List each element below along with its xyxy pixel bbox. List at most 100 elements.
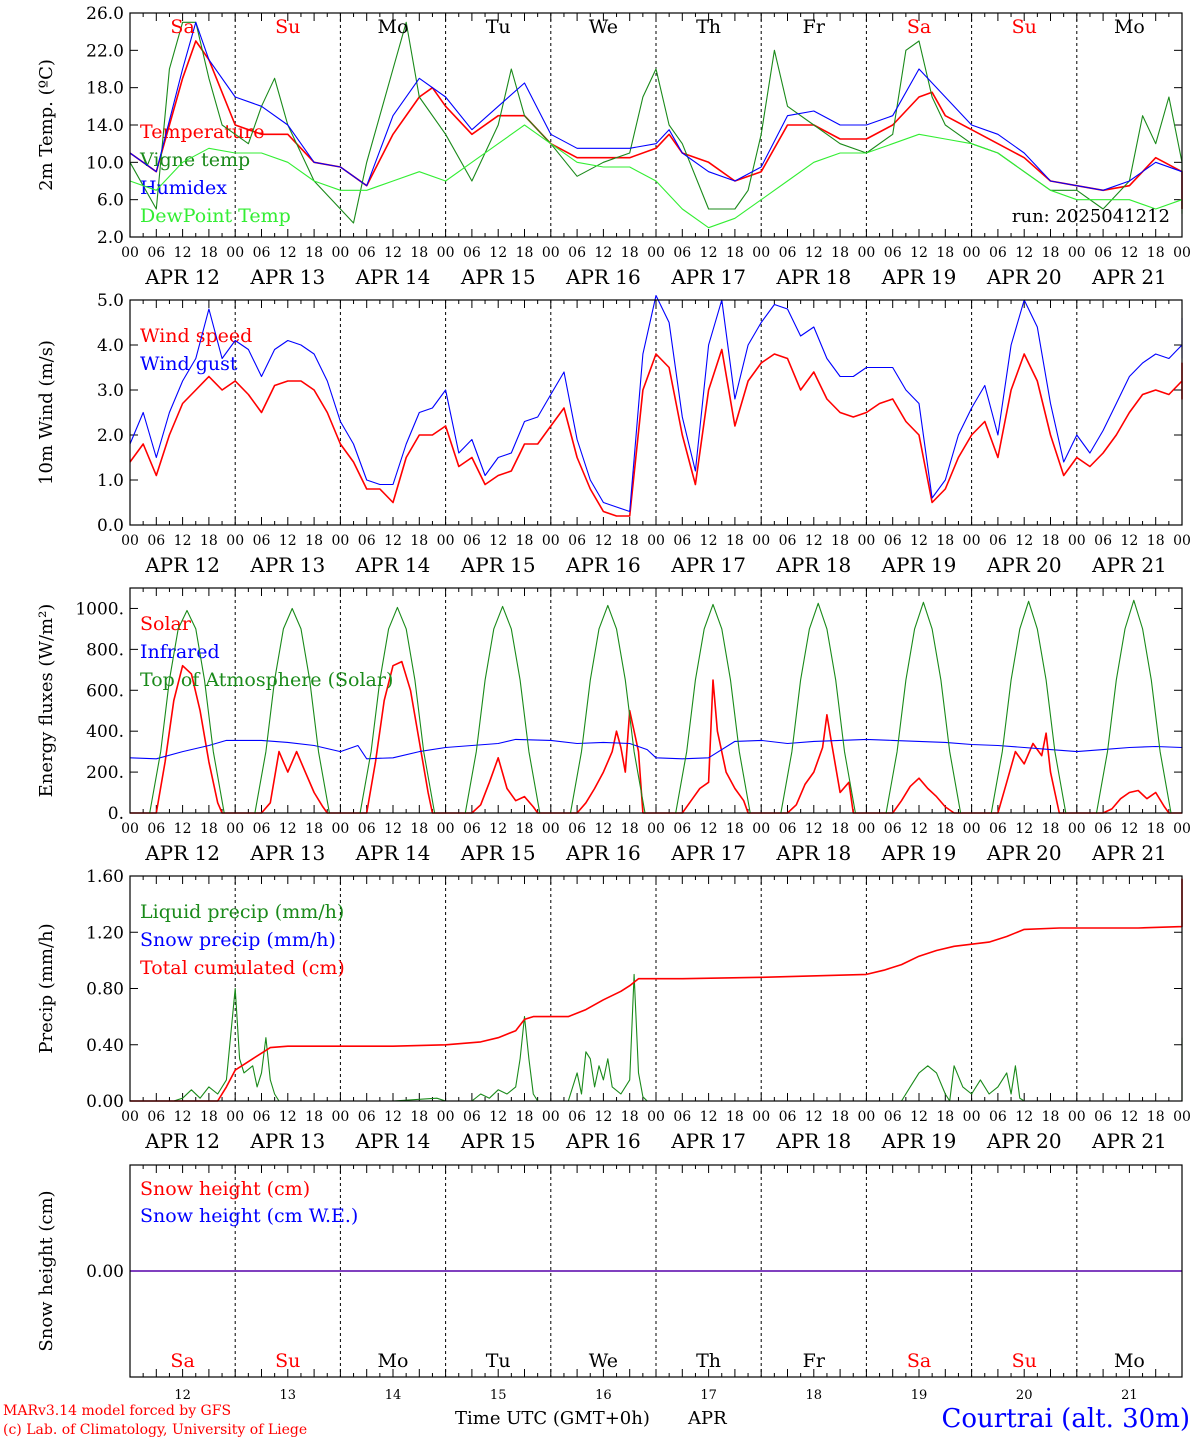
hour-tick-label: 06: [884, 1109, 902, 1125]
date-label: APR 19: [881, 265, 957, 289]
hour-tick-label: 00: [437, 245, 455, 261]
hour-tick-label: 12: [910, 533, 928, 549]
hour-tick-label: 18: [936, 533, 954, 549]
hour-tick-label: 00: [121, 245, 139, 261]
date-label: APR 19: [881, 553, 957, 577]
hour-tick-label: 18: [1147, 821, 1165, 837]
hour-tick-label: 06: [147, 245, 165, 261]
date-label: APR 21: [1091, 841, 1167, 865]
hour-tick-label: 12: [594, 245, 612, 261]
hour-tick-label: 18: [831, 245, 849, 261]
date-label: APR 21: [1091, 1129, 1167, 1153]
y-axis-label: Energy fluxes (W/m²): [36, 604, 57, 798]
plot-frame: [129, 875, 1183, 1102]
hour-tick-label: 18: [305, 821, 323, 837]
hour-tick-label: 12: [279, 245, 297, 261]
series-line-vigne-temp: [129, 21, 1183, 224]
hour-tick-label: 12: [594, 1109, 612, 1125]
plot-frame: [129, 1164, 1183, 1378]
hour-tick-label: 12: [1120, 1109, 1138, 1125]
hour-tick-label: 18: [621, 245, 639, 261]
y-tick-label: 14.0: [86, 116, 124, 136]
date-label: APR 15: [460, 265, 536, 289]
hour-tick-label: 00: [857, 533, 875, 549]
hour-tick-label: 06: [779, 533, 797, 549]
hour-tick-label: 18: [1042, 533, 1060, 549]
y-tick-label: 400.: [86, 722, 124, 742]
weekday-label: Sa: [170, 16, 194, 38]
y-tick-label: 4.0: [97, 336, 124, 356]
hour-tick-label: 18: [1042, 821, 1060, 837]
hour-tick-label: 06: [779, 245, 797, 261]
hour-tick-label: 06: [463, 1109, 481, 1125]
date-label: APR 15: [460, 553, 536, 577]
y-tick-label: 800.: [86, 640, 124, 660]
panel-2: 0.0 1.0 2.0 3.0 4.0 5.0 10m Wind (m/s) Wind spe…: [36, 291, 1191, 577]
hour-tick-label: 18: [726, 245, 744, 261]
day-number-label: 20: [1016, 1388, 1033, 1403]
hour-tick-label: 06: [673, 533, 691, 549]
plot-frame: [129, 587, 1183, 814]
legend-entry: Top of Atmosphere (Solar): [140, 669, 393, 691]
legend-entry: Total cumulated (cm): [140, 957, 345, 979]
date-label: APR 16: [565, 841, 641, 865]
date-label: APR 20: [986, 265, 1062, 289]
hour-tick-label: 06: [1094, 1109, 1112, 1125]
date-label: APR 14: [355, 1129, 431, 1153]
series-line-humidex: [129, 21, 1183, 209]
legend-entry: Solar: [140, 613, 192, 635]
hour-tick-label: 06: [147, 1109, 165, 1125]
hour-tick-label: 18: [621, 821, 639, 837]
date-label: APR 17: [670, 265, 746, 289]
hour-tick-label: 18: [410, 533, 428, 549]
weekday-label: Sa: [907, 1350, 931, 1372]
legend-entry: Humidex: [140, 177, 227, 199]
hour-tick-label: 12: [700, 1109, 718, 1125]
hour-tick-label: 06: [1094, 245, 1112, 261]
hour-tick-label: 12: [805, 245, 823, 261]
hour-tick-label: 00: [1068, 821, 1086, 837]
y-tick-label: 0.00: [86, 1092, 124, 1112]
hour-tick-label: 00: [752, 1109, 770, 1125]
legend-entry: Wind gust: [140, 353, 238, 375]
hour-tick-label: 06: [989, 821, 1007, 837]
series-line-infrared: [129, 738, 1183, 760]
hour-tick-label: 18: [410, 821, 428, 837]
hour-tick-label: 18: [516, 821, 534, 837]
hour-tick-label: 06: [358, 245, 376, 261]
hour-tick-label: 00: [857, 821, 875, 837]
hour-tick-label: 12: [384, 821, 402, 837]
hour-tick-label: 00: [963, 1109, 981, 1125]
hour-tick-label: 06: [673, 821, 691, 837]
date-label: APR 19: [881, 841, 957, 865]
legend-entry: Snow height (cm): [140, 1178, 310, 1200]
legend-entry: Temperature: [140, 121, 264, 143]
hour-tick-label: 06: [463, 821, 481, 837]
hour-tick-label: 00: [1068, 1109, 1086, 1125]
hour-tick-label: 12: [174, 821, 192, 837]
hour-tick-label: 00: [647, 533, 665, 549]
hour-tick-label: 00: [1173, 533, 1191, 549]
hour-tick-label: 00: [1173, 1109, 1191, 1125]
hour-tick-label: 18: [305, 1109, 323, 1125]
day-number-label: 18: [806, 1388, 823, 1403]
hour-tick-label: 00: [963, 821, 981, 837]
hour-tick-label: 18: [410, 1109, 428, 1125]
date-label: APR 12: [144, 553, 220, 577]
hour-tick-label: 18: [305, 533, 323, 549]
hour-tick-label: 18: [200, 1109, 218, 1125]
hour-tick-label: 12: [700, 821, 718, 837]
run-label: run: 2025041212: [1012, 206, 1170, 227]
y-tick-label: 2.0: [97, 228, 124, 248]
hour-tick-label: 00: [121, 1109, 139, 1125]
hour-tick-label: 00: [1068, 245, 1086, 261]
y-tick-label: 6.0: [97, 191, 124, 211]
hour-tick-label: 06: [253, 821, 271, 837]
hour-tick-label: 12: [1120, 245, 1138, 261]
y-tick-label: 200.: [86, 763, 124, 783]
date-label: APR 20: [986, 841, 1062, 865]
legend-entry: Liquid precip (mm/h): [140, 901, 344, 923]
series-line-total-cumulated-cm: [130, 878, 1183, 1102]
hour-tick-label: 18: [936, 821, 954, 837]
